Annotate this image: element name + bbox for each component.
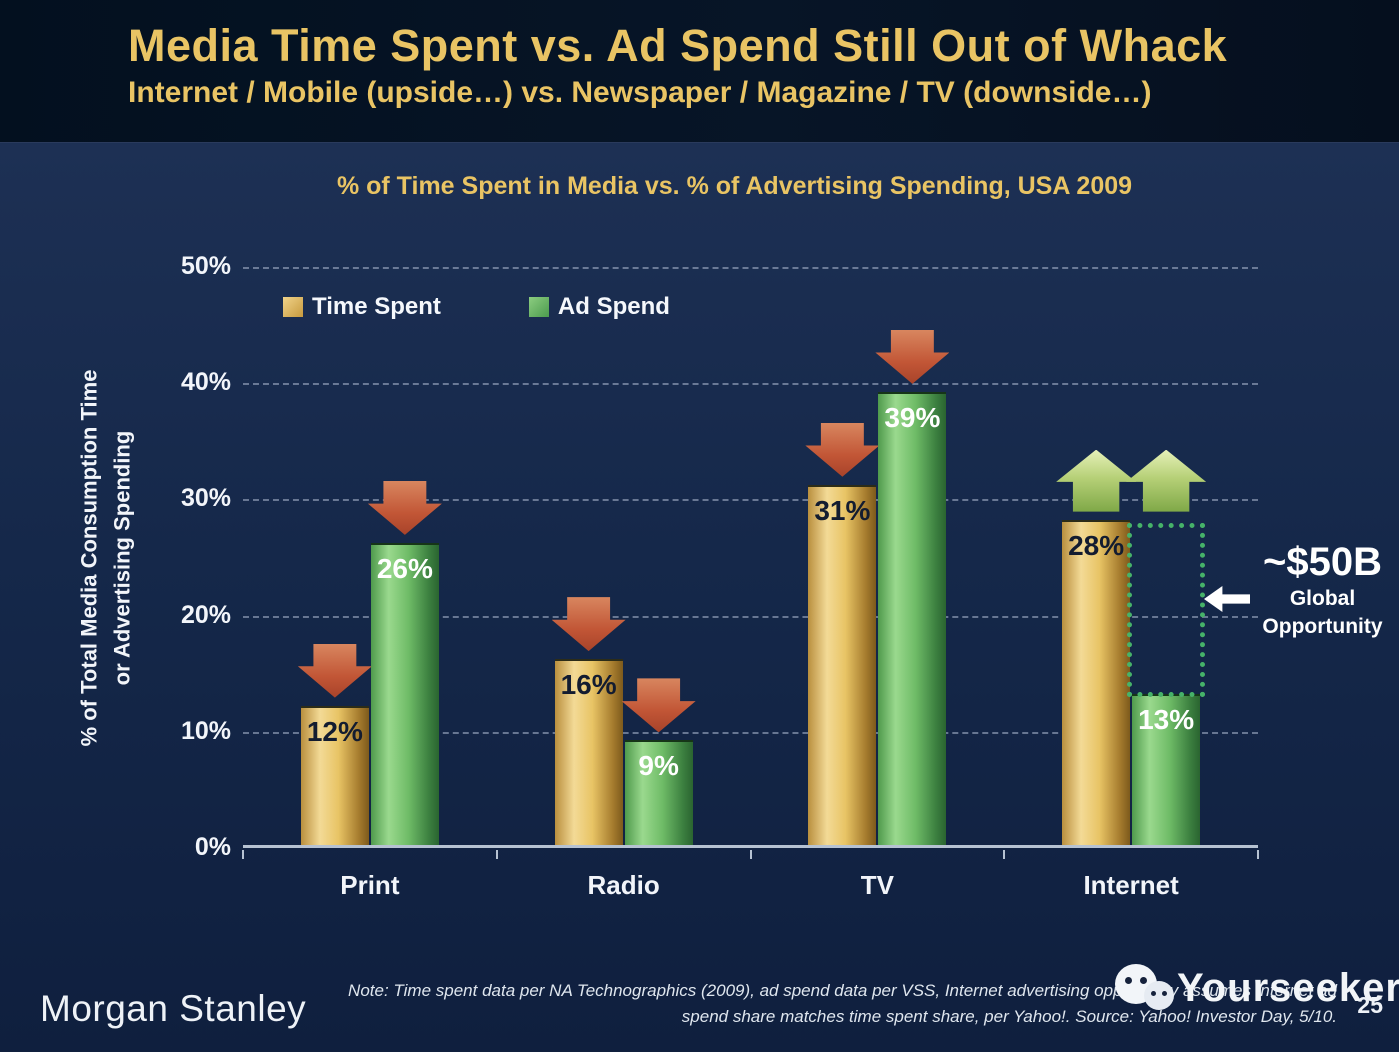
opportunity-annotation: ~$50B Global Opportunity (1246, 540, 1399, 642)
axis-tick (1003, 850, 1006, 859)
opportunity-label-line2: Opportunity (1262, 615, 1383, 639)
y-tick-label-20%: 20% (180, 600, 231, 629)
morgan-stanley-logo: Morgan Stanley (40, 988, 307, 1029)
source-note-line2: spend share matches time spent share, pe… (681, 1007, 1337, 1027)
bar-value-label: 16% (560, 669, 617, 701)
legend-item-ad-spend: Ad Spend (528, 293, 670, 321)
gridline-50% (243, 267, 1258, 269)
bubble-eye (1140, 977, 1147, 984)
bar-tv-ad-spend: 39% (878, 391, 947, 845)
y-axis-title-line2: or Advertising Spending (109, 430, 135, 685)
y-tick-label-30%: 30% (180, 484, 231, 513)
bar-internet-time-spent: 28% (1062, 519, 1131, 845)
content-band (0, 142, 1399, 1052)
x-axis-label-tv: TV (860, 870, 894, 900)
page-number: 25 (1357, 992, 1383, 1018)
bar-value-label: 28% (1068, 529, 1125, 561)
decline-arrow-icon (875, 329, 950, 384)
bar-value-label: 39% (884, 401, 941, 433)
wechat-icon (1115, 964, 1177, 1012)
legend-item-time-spent: Time Spent (283, 293, 441, 321)
plot-area: Time Spent Ad Spend 50% 40% 30% 20% 10% 0% 12%… (181, 252, 1259, 900)
axis-tick (749, 850, 752, 859)
decline-arrow-icon (297, 643, 372, 698)
y-axis-title: % of Total Media Consumption Time or Adv… (55, 267, 155, 848)
opportunity-dotted-box (1127, 522, 1206, 697)
growth-arrow-icon (1056, 449, 1137, 512)
y-tick-label-50%: 50% (180, 252, 231, 280)
watermark-text: Yourseeker (1177, 965, 1399, 1010)
opportunity-value: ~$50B (1263, 540, 1382, 584)
bar-print-time-spent: 12% (300, 705, 369, 845)
bar-radio-ad-spend: 9% (624, 740, 693, 845)
axis-tick (1257, 850, 1259, 859)
y-tick-label-10%: 10% (180, 716, 231, 745)
chat-bubble-icon (1144, 981, 1174, 1010)
bar-value-label: 13% (1138, 703, 1195, 735)
bubble-eye (1162, 991, 1167, 996)
x-axis-label-print: Print (340, 870, 400, 900)
gridline-10% (243, 731, 1258, 734)
gridline-20% (243, 615, 1258, 618)
source-note: Note: Time spent data per NA Technograph… (300, 978, 1337, 1031)
bar-value-label: 9% (638, 750, 679, 782)
x-axis-label-internet: Internet (1083, 870, 1179, 900)
decline-arrow-icon (621, 678, 696, 733)
x-axis-label-radio: Radio (587, 870, 660, 900)
legend-label: Ad Spend (557, 293, 670, 320)
bar-print-ad-spend: 26% (370, 542, 439, 845)
y-tick-label-0%: 0% (194, 833, 231, 861)
source-note-line1: Note: Time spent data per NA Technograph… (348, 981, 1337, 1000)
legend-swatch-green-icon (528, 297, 549, 317)
header-band (0, 0, 1399, 142)
decline-arrow-icon (551, 597, 626, 652)
axis-tick (242, 850, 244, 859)
bar-tv-time-spent: 31% (808, 484, 877, 845)
bubble-eye (1125, 977, 1132, 984)
slide-subtitle: Internet / Mobile (upside…) vs. Newspape… (128, 76, 1152, 109)
bar-value-label: 12% (306, 715, 363, 747)
decline-arrow-icon (367, 480, 442, 535)
opportunity-label-line1: Global (1289, 587, 1356, 610)
gridline-30% (243, 499, 1258, 502)
growth-arrow-icon (1126, 449, 1207, 512)
bar-value-label: 31% (814, 494, 871, 526)
bar-internet-ad-spend: 13% (1132, 693, 1201, 845)
chart-legend: Time Spent Ad Spend (283, 293, 670, 321)
y-axis-title-line1: % of Total Media Consumption Time (76, 369, 102, 746)
y-tick-label-40%: 40% (180, 368, 231, 397)
bubble-eye (1151, 991, 1156, 996)
gridline-40% (243, 383, 1258, 386)
bar-value-label: 26% (376, 552, 433, 584)
bar-radio-time-spent: 16% (554, 659, 623, 845)
decline-arrow-icon (805, 422, 880, 477)
legend-label: Time Spent (312, 293, 441, 320)
slide-title: Media Time Spent vs. Ad Spend Still Out … (128, 20, 1228, 71)
axis-tick (495, 850, 498, 859)
watermark: Yourseeker (1115, 964, 1399, 1012)
chart-title: % of Time Spent in Media vs. % of Advert… (336, 172, 1133, 200)
legend-swatch-gold-icon (283, 297, 303, 317)
